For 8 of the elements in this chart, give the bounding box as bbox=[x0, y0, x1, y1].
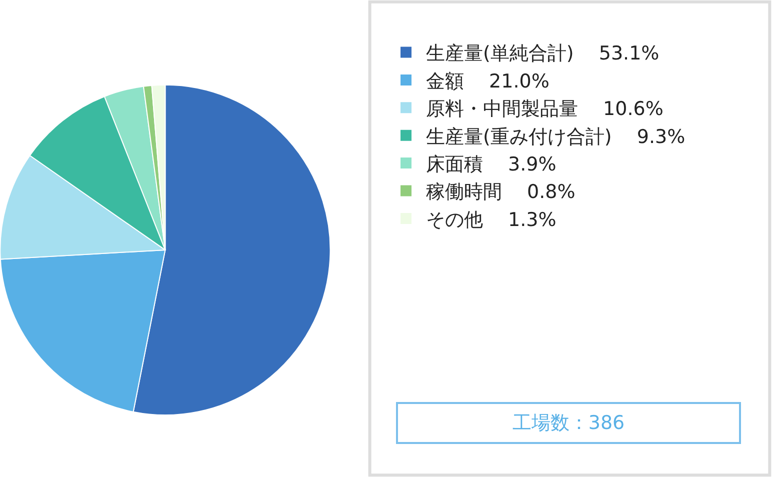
legend-label: 床面積 3.9% bbox=[426, 153, 556, 176]
text: 工場数：386 bbox=[512, 412, 625, 434]
legend-label: 稼働時間 0.8% bbox=[426, 181, 576, 204]
legend-label: その他 1.3% bbox=[426, 208, 556, 231]
legend-label: 生産量(単純合計) 53.1% bbox=[426, 42, 660, 65]
legend-label: 原料・中間製品量 10.6% bbox=[426, 98, 664, 120]
legend-label: 金額 21.0% bbox=[426, 70, 550, 92]
legend-label: 生産量(重み付け合計) 9.3% bbox=[426, 126, 686, 148]
